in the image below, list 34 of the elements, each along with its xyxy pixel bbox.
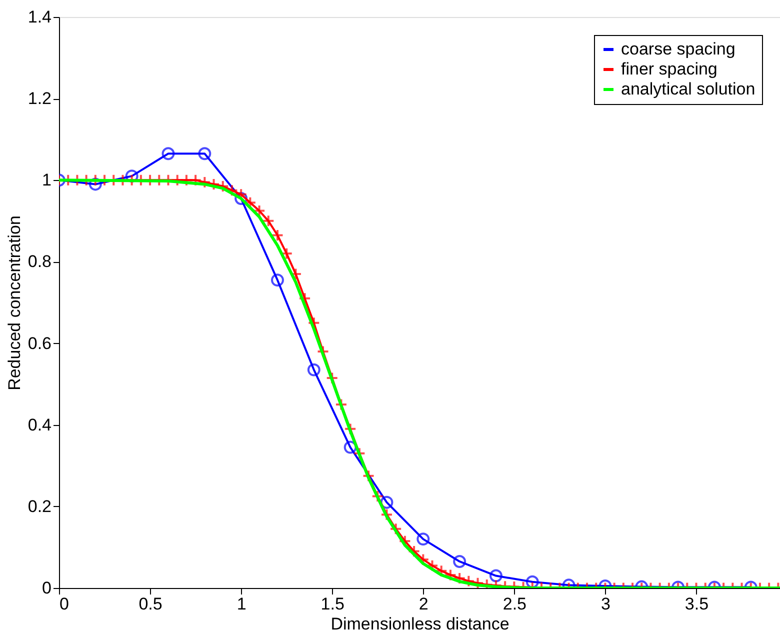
x-tick-label: 3.5 [684, 594, 709, 614]
y-tick-label: 0.6 [28, 334, 52, 353]
legend-label: coarse spacing [621, 40, 736, 58]
y-tick-label: 0.4 [28, 415, 52, 434]
point [198, 147, 212, 160]
legend-label: finer spacing [621, 60, 718, 78]
point [344, 440, 357, 454]
point [453, 555, 466, 568]
point [526, 575, 539, 588]
x-tick-label: 0 [60, 594, 69, 614]
x-tick-label: 0.5 [138, 594, 162, 614]
y-axis-title: Reduced concentration [4, 216, 24, 390]
point [489, 569, 502, 582]
point [162, 147, 175, 160]
x-tick-label: 2 [418, 594, 428, 614]
point [234, 192, 248, 205]
y-tick-label: 1.2 [28, 89, 52, 108]
x-tick-label: 1.5 [320, 594, 344, 614]
y-tick-label: 0 [42, 578, 52, 598]
x-tick-label: 2.5 [502, 594, 526, 614]
y-tick-label: 0.2 [28, 496, 52, 516]
point [307, 363, 320, 376]
y-tick-label: 1.4 [28, 8, 52, 26]
point [88, 178, 102, 191]
point [416, 532, 430, 546]
point [125, 170, 138, 183]
y-tick-label: 0.8 [28, 252, 52, 272]
x-axis-title: Dimensionless distance [330, 614, 510, 634]
legend-label: analytical solution [621, 80, 756, 98]
x-tick-label: 1 [236, 594, 246, 614]
point [380, 496, 394, 509]
point [271, 274, 284, 287]
y-tick-label: 1 [42, 170, 52, 190]
x-tick-label: 3 [600, 594, 610, 614]
